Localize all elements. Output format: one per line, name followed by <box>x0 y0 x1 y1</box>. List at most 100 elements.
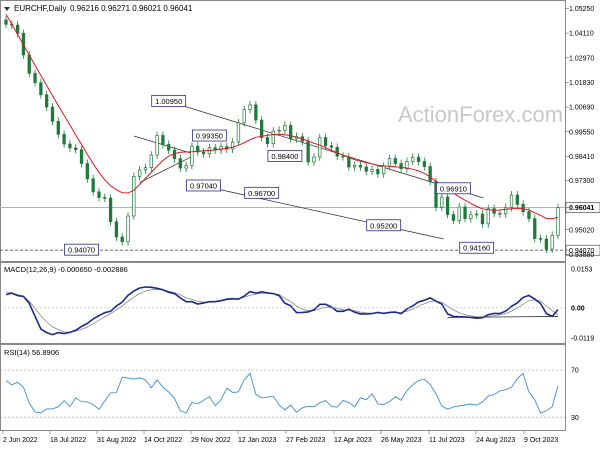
annotation-label: 0.98400 <box>271 152 298 161</box>
candle-body <box>422 161 427 167</box>
candle-body <box>126 215 130 243</box>
candle-body <box>39 82 43 96</box>
annotation-box <box>436 182 471 195</box>
candle-body <box>91 178 95 193</box>
date-tick-label: 14 Oct 2022 <box>144 437 182 444</box>
candle-body <box>74 147 78 151</box>
annotation-box <box>186 179 221 192</box>
candle-body <box>219 146 223 151</box>
watermark-text: ActionForex.com <box>398 102 563 127</box>
moving-average-line <box>5 14 559 220</box>
price-tick-label: 0.98410 <box>569 154 594 161</box>
price-tick-label: 0.93880 <box>569 252 594 259</box>
price-tick-label: 0.96041 <box>569 205 594 212</box>
candle-body <box>149 154 153 168</box>
date-tick-label: 31 Aug 2022 <box>97 437 136 444</box>
candle-body <box>411 156 415 162</box>
candle-body <box>27 54 31 74</box>
price-plot: 1.00950 0.99350 0.97040 0.98400 0.96700 0.969… <box>0 14 565 256</box>
candle-body <box>504 207 508 215</box>
candle-body <box>416 156 421 162</box>
candle-body <box>405 160 409 170</box>
candle-body <box>167 144 171 151</box>
annotation-label: 0.94070 <box>68 246 95 255</box>
candle-body <box>399 163 403 170</box>
candle-body <box>335 146 339 157</box>
candle-body <box>382 165 386 175</box>
candle-body <box>306 140 310 163</box>
macd-plot <box>0 286 565 336</box>
candle-body <box>254 104 258 121</box>
axes: 1.05250 1.04110 1.02970 1.01830 1.00690 0.995… <box>2 6 600 444</box>
candle-body <box>469 214 473 219</box>
collapse-arrow-icon[interactable] <box>4 7 10 11</box>
price-tick-label: 1.01830 <box>569 80 594 87</box>
candle-body <box>62 133 66 145</box>
candle-body <box>68 143 72 149</box>
candle-body <box>190 145 194 166</box>
ohlc-readout: 0.96216 0.96271 0.96021 0.96041 <box>70 4 193 13</box>
candles <box>4 16 560 254</box>
candle-body <box>445 196 450 215</box>
candle-body <box>358 165 363 168</box>
triangle-lower-line <box>139 156 193 183</box>
candle-body <box>451 214 456 221</box>
candle-body <box>533 218 537 239</box>
candle-body <box>143 167 148 171</box>
candle-body <box>480 213 485 225</box>
price-panel-frame <box>0 0 566 262</box>
candle-body <box>201 151 206 155</box>
symbol-title: EURCHF,Daily <box>14 4 66 13</box>
annotation-label: 0.99350 <box>196 132 223 141</box>
date-tick-label: 2 Jun 2022 <box>3 437 38 444</box>
annotation-label: 0.97040 <box>190 181 217 190</box>
candle-body <box>538 238 543 240</box>
candle-body <box>318 137 322 158</box>
candle-body <box>15 24 20 34</box>
candle-body <box>312 156 316 163</box>
rsi-plot <box>0 369 565 418</box>
price-annotation: 0.94160 <box>459 241 495 254</box>
rsi-line <box>5 372 559 414</box>
rsi-tick-label: 30 <box>571 415 579 422</box>
candle-body <box>486 208 490 225</box>
annotation-box <box>64 243 99 256</box>
date-tick-label: 24 Aug 2023 <box>476 437 515 444</box>
price-tick-label: 0.99550 <box>569 129 594 136</box>
price-annotation: 0.98400 <box>267 150 303 162</box>
candle-body <box>178 158 182 169</box>
candle-body <box>85 163 89 180</box>
candle-body <box>323 137 328 147</box>
price-tick-label: 0.97300 <box>569 178 594 185</box>
candle-body <box>184 165 188 169</box>
candle-body <box>260 119 264 138</box>
rsi-tick-label: 70 <box>571 368 579 375</box>
date-tick-label: 12 Apr 2023 <box>334 437 372 444</box>
annotation-label: 0.96910 <box>440 184 467 193</box>
rsi-title: RSI(14) 56.8906 <box>4 348 59 357</box>
channel-lower-line <box>203 185 444 240</box>
candle-body <box>56 120 60 135</box>
candle-body <box>161 135 165 145</box>
candle-body <box>236 122 241 143</box>
candle-body <box>463 206 467 219</box>
annotation-label: 0.95200 <box>370 221 397 230</box>
candle-body <box>457 206 461 221</box>
annotation-box <box>191 129 227 142</box>
date-tick-label: 26 May 2023 <box>381 437 422 444</box>
candle-body <box>521 204 525 213</box>
candle-body <box>196 145 200 153</box>
date-tick-label: 9 Oct 2023 <box>524 437 558 444</box>
candle-body <box>155 135 159 156</box>
candle-body <box>283 125 287 131</box>
price-tick-label: 0.95020 <box>569 227 594 234</box>
annotation-box <box>244 186 280 199</box>
macd-panel-frame <box>0 262 566 344</box>
candle-body <box>97 191 101 198</box>
price-tick-label: 0.94070 <box>569 248 594 255</box>
candle-body <box>527 211 531 219</box>
candle-body <box>498 213 502 215</box>
candle-body <box>248 104 252 111</box>
candle-body <box>265 137 270 144</box>
